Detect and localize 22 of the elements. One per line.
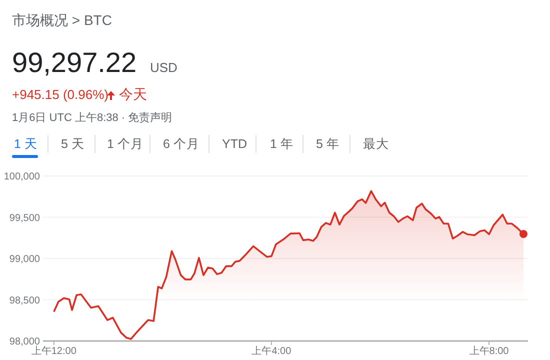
y-tick-label: 99,000 [9,254,40,265]
text: 5 年 [316,137,340,151]
text: 5 天 [61,137,84,151]
chart-subtitle: 99,297.22 [12,47,137,78]
x-tick-label: 上午4:00 [252,345,292,357]
x-tick-label: 上午12:00 [31,345,77,357]
text: 6 个月 [163,137,200,151]
text: 今天 [119,86,147,102]
y-tick-label: 98,500 [9,295,40,306]
x-tick-label: 上午8:00 [469,345,510,357]
text: YTD [222,137,247,151]
y-tick-label: 100,000 [4,172,40,182]
text: 1 年 [270,137,294,151]
y-tick-label: 99,500 [9,212,40,224]
text: 1 个月 [107,137,144,151]
text: +945.15 (0.96%) [12,87,108,102]
chart-title: 市场概况 > BTC [12,12,112,28]
y-tick-label: 98,000 [9,336,40,348]
text: USD [150,60,178,75]
text: 1 天 [14,137,38,151]
text: 最大 [363,137,389,151]
text: 1月6日 UTC 上午8:38 · 免责声明 [12,111,172,124]
